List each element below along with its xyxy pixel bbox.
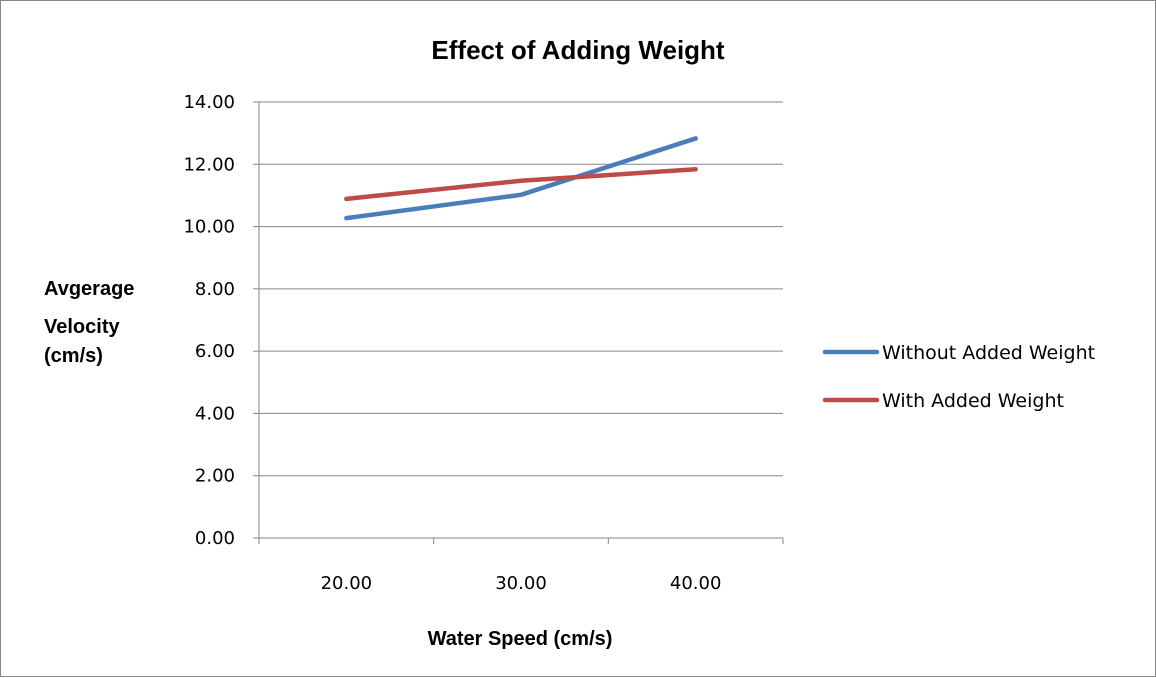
y-tick-label: 0.00 bbox=[195, 528, 235, 549]
x-tick-label: 20.00 bbox=[321, 573, 373, 594]
chart-title: Effect of Adding Weight bbox=[431, 35, 725, 65]
x-tick-label: 30.00 bbox=[495, 573, 547, 594]
y-tick-label: 2.00 bbox=[195, 466, 235, 487]
axes bbox=[253, 101, 784, 544]
y-tick-label: 10.00 bbox=[183, 217, 235, 238]
y-axis-label: Avgerage Velocity (cm/s) bbox=[44, 278, 134, 367]
y-tick-labels: 0.00 2.00 4.00 6.00 8.00 10.00 12.00 14.00 bbox=[183, 92, 235, 549]
x-tick-label: 40.00 bbox=[670, 573, 722, 594]
legend-label: Without Added Weight bbox=[882, 342, 1095, 364]
y-tick-label: 12.00 bbox=[183, 154, 235, 175]
legend-label: With Added Weight bbox=[882, 390, 1064, 412]
legend: Without Added Weight With Added Weight bbox=[822, 342, 1095, 412]
y-axis-label-line: Avgerage bbox=[44, 278, 134, 300]
y-tick-label: 8.00 bbox=[195, 279, 235, 300]
series-line-1 bbox=[344, 136, 698, 221]
y-axis-label-line: (cm/s) bbox=[44, 345, 103, 367]
y-axis-label-line: Velocity bbox=[44, 316, 120, 338]
y-tick-label: 4.00 bbox=[195, 403, 235, 424]
series-line-2 bbox=[344, 167, 698, 202]
y-tick-label: 14.00 bbox=[183, 92, 235, 113]
x-tick-labels: 20.00 30.00 40.00 bbox=[321, 573, 722, 594]
y-tick-label: 6.00 bbox=[195, 341, 235, 362]
x-axis-label: Water Speed (cm/s) bbox=[428, 628, 613, 650]
series-lines bbox=[344, 136, 698, 221]
gridlines bbox=[259, 101, 783, 477]
